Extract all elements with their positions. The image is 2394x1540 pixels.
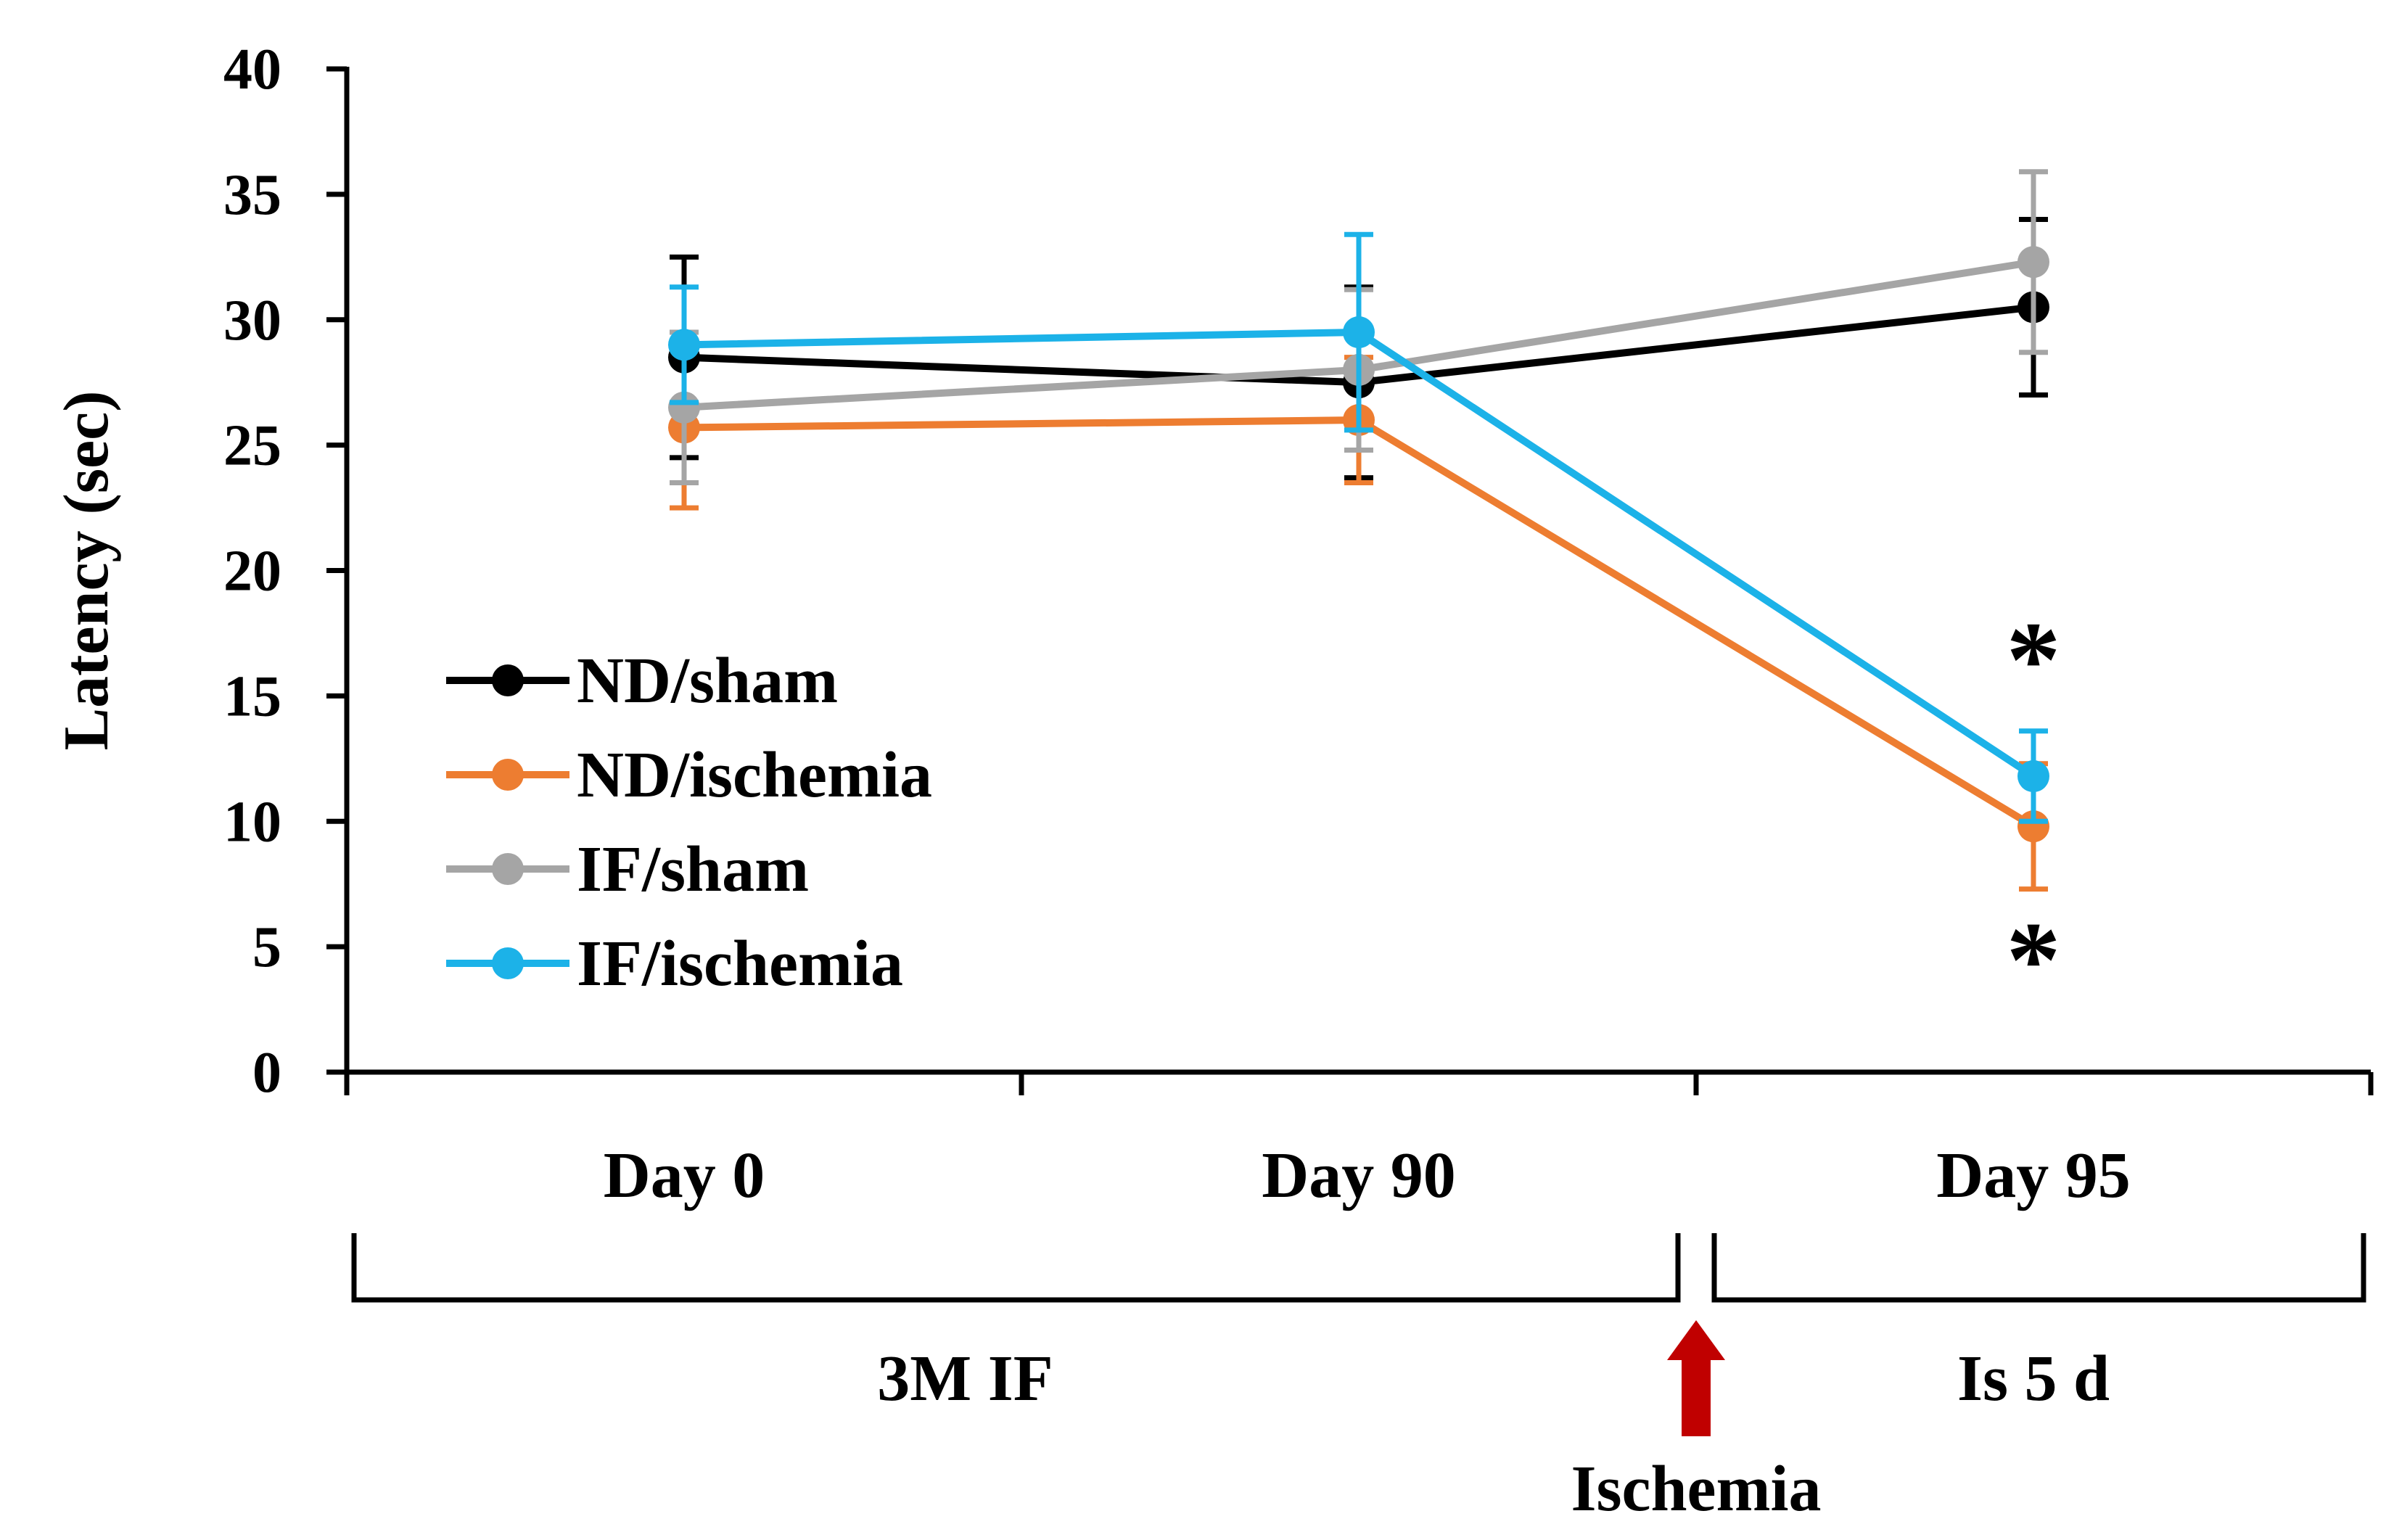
event-label: Ischemia (1571, 1453, 1822, 1525)
legend-swatch-marker (492, 853, 524, 885)
period-bracket (1711, 1233, 2366, 1303)
legend-item: ND/sham (446, 645, 838, 717)
y-tick-label: 35 (223, 163, 281, 227)
data-point (2017, 810, 2049, 843)
legend-swatch-marker (492, 759, 524, 791)
series-if-ischemia (668, 231, 2049, 824)
significance-asterisk: * (2007, 900, 2061, 1021)
data-point (1343, 316, 1375, 349)
legend-label: ND/sham (577, 645, 838, 717)
period-bracket (351, 1233, 1681, 1303)
legend-swatch-marker (492, 664, 524, 696)
legend-label: ND/ischemia (577, 739, 932, 811)
y-tick-label: 0 (252, 1041, 281, 1105)
ischemia-arrow-shaft (1682, 1358, 1711, 1436)
period-label: Is 5 d (1957, 1343, 2110, 1415)
legend-item: IF/ischemia (446, 928, 903, 1000)
y-tick-label: 5 (252, 915, 281, 979)
y-tick-label: 10 (223, 790, 281, 854)
y-tick-label: 25 (223, 414, 281, 478)
series-layer (668, 169, 2049, 892)
significance-asterisk: * (2007, 600, 2061, 720)
legend-item: IF/sham (446, 833, 809, 905)
y-tick-label: 15 (223, 664, 281, 728)
y-tick-label: 30 (223, 289, 281, 353)
y-tick-label: 40 (223, 38, 281, 102)
ischemia-arrow-icon (1667, 1320, 1725, 1360)
legend-label: IF/ischemia (577, 928, 903, 1000)
axes: 0 5 10 15 20 25 30 35 40 Latency (sec) Day 0 Day 90… (52, 38, 2374, 1211)
data-point (668, 329, 700, 361)
legend-item: ND/ischemia (446, 739, 932, 811)
period-label: 3M IF (877, 1343, 1053, 1415)
x-tick-label: Day 90 (1262, 1140, 1456, 1211)
annotations: * * 3M IF Is 5 d Ischemia (351, 600, 2366, 1525)
x-tick-label: Day 95 (1936, 1140, 2131, 1211)
data-point (2017, 760, 2049, 793)
data-point (668, 391, 700, 424)
legend-label: IF/sham (577, 833, 809, 905)
legend: ND/sham ND/ischemia IF/sham IF/ischemia (446, 645, 932, 1000)
x-tick-label: Day 0 (604, 1140, 765, 1211)
y-axis-title: Latency (sec) (52, 390, 122, 750)
y-tick-label: 20 (223, 540, 281, 604)
legend-swatch-marker (492, 947, 524, 979)
data-point (2017, 246, 2049, 279)
